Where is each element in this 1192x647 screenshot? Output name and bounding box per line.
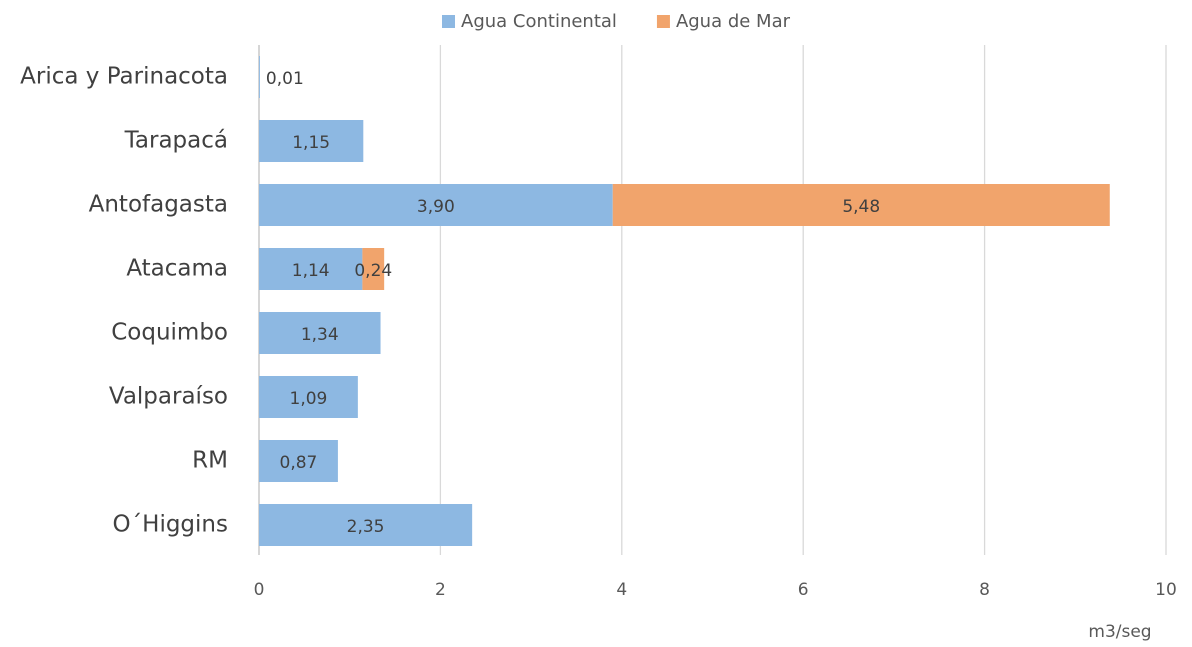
- x-tick-label: 0: [254, 580, 265, 600]
- bar: [259, 312, 381, 354]
- legend-swatch: [656, 15, 670, 28]
- x-tick-label: 10: [1155, 580, 1177, 600]
- value-label: 1,34: [301, 325, 339, 345]
- value-label: 0,87: [280, 453, 318, 473]
- bar: [259, 504, 473, 546]
- y-tick-label: O´Higgins: [113, 512, 228, 538]
- legend-label: Agua Continental: [461, 11, 617, 32]
- x-tick-label: 6: [798, 580, 809, 600]
- bar: [259, 56, 260, 98]
- y-tick-label: Arica y Parinacota: [20, 64, 228, 90]
- value-label: 2,35: [347, 517, 385, 537]
- bar: [362, 248, 385, 290]
- y-tick-label: Antofagasta: [89, 192, 228, 218]
- bar: [259, 440, 338, 482]
- x-tick-label: 2: [435, 580, 446, 600]
- value-label: 3,90: [417, 197, 455, 217]
- legend-swatch: [442, 15, 455, 28]
- y-tick-label: Coquimbo: [111, 320, 228, 346]
- bar: [259, 184, 613, 226]
- y-tick-label: Atacama: [126, 256, 228, 282]
- value-label: 1,14: [292, 261, 330, 281]
- legend-label: Agua de Mar: [676, 11, 791, 32]
- value-label: 0,01: [266, 69, 304, 89]
- value-label: 1,15: [292, 133, 330, 153]
- value-label: 1,09: [290, 389, 328, 409]
- y-tick-label: RM: [192, 448, 228, 474]
- bar: [259, 376, 358, 418]
- value-label: 0,24: [354, 261, 392, 281]
- x-tick-label: 4: [616, 580, 627, 600]
- value-label: 5,48: [842, 197, 880, 217]
- y-tick-label: Tarapacá: [124, 128, 228, 154]
- x-tick-label: 8: [979, 580, 990, 600]
- bar: [612, 184, 1110, 226]
- bar: [259, 248, 363, 290]
- x-axis-label: m3/seg: [1088, 622, 1151, 642]
- bar: [259, 120, 364, 162]
- y-tick-label: Valparaíso: [109, 384, 228, 410]
